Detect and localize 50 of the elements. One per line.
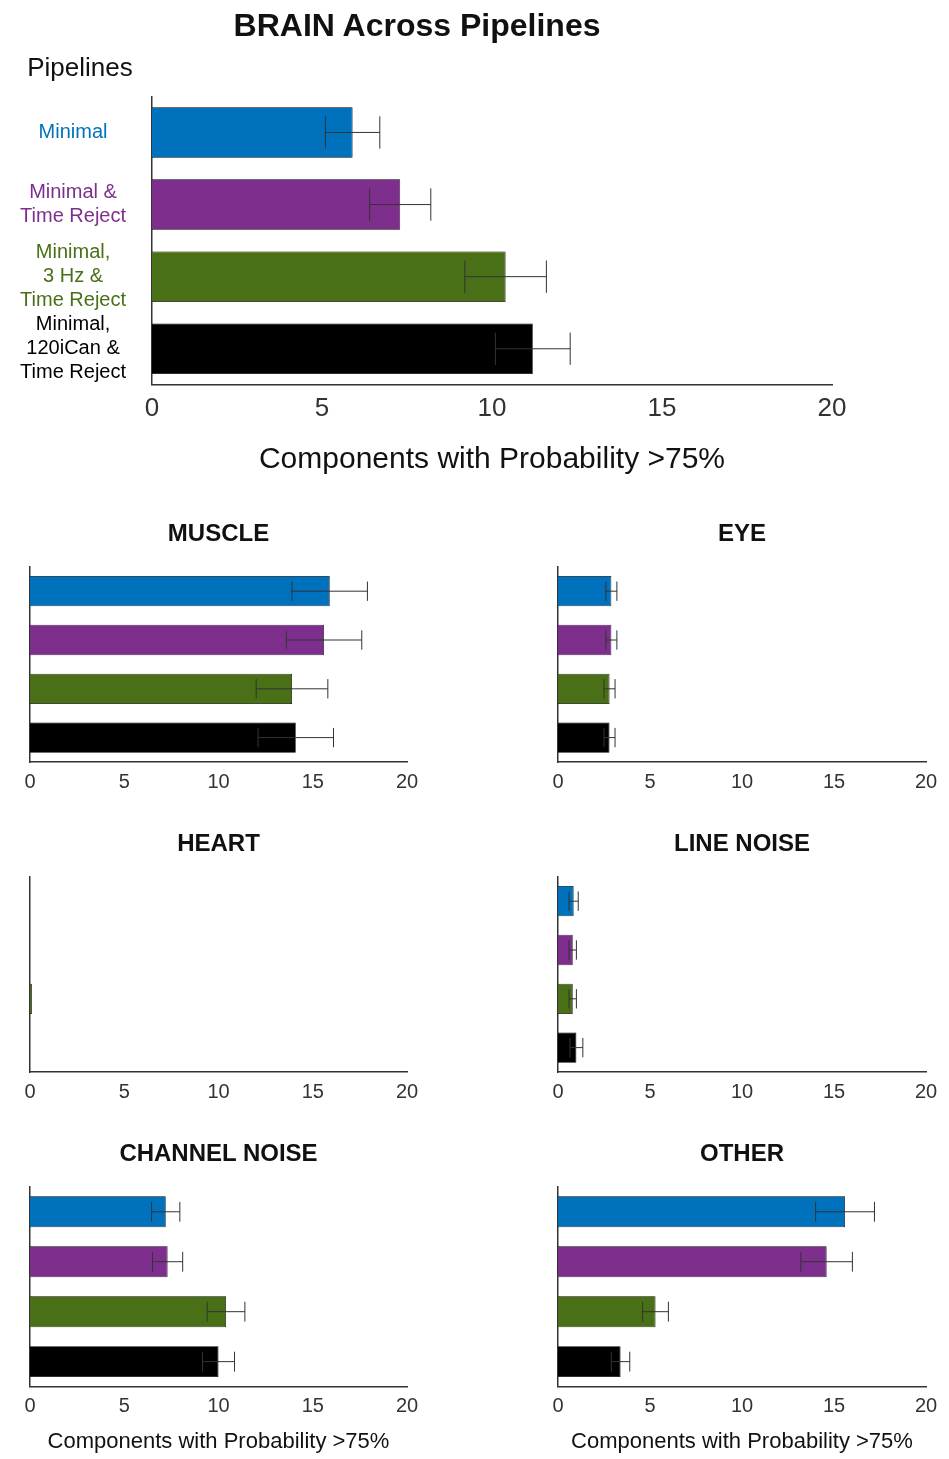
x-tick-label: 20: [817, 391, 847, 422]
x-tick-label: 10: [730, 1394, 754, 1417]
chart-title: BRAIN Across Pipelines: [233, 7, 601, 44]
x-tick-label: 15: [822, 1079, 846, 1102]
x-tick-label: 5: [644, 1079, 656, 1102]
x-tick-label: 20: [395, 1079, 419, 1102]
x-tick-label: 20: [914, 769, 938, 792]
x-tick-label: 20: [395, 769, 419, 792]
chart-title: EYE: [717, 519, 767, 547]
legend-title: Pipelines: [27, 51, 133, 82]
x-tick-label: 10: [730, 769, 754, 792]
x-tick-label: 10: [730, 1079, 754, 1102]
chart-title: MUSCLE: [167, 519, 270, 547]
y-tick-label: Minimal, 120iCan & Time Reject: [20, 312, 127, 383]
chart-title: LINE NOISE: [673, 829, 811, 857]
x-tick-label: 20: [395, 1394, 419, 1417]
x-axis-title: Components with Probability >75%: [258, 441, 726, 475]
x-tick-label: 5: [118, 1079, 130, 1102]
x-tick-label: 10: [207, 1394, 230, 1417]
x-tick-label: 5: [118, 1394, 130, 1417]
x-tick-label: 10: [207, 1079, 230, 1102]
chart-title: CHANNEL NOISE: [119, 1139, 318, 1167]
x-tick-label: 5: [644, 1394, 656, 1417]
x-tick-label: 5: [118, 769, 130, 792]
x-tick-label: 5: [644, 769, 656, 792]
y-tick-label: Minimal, 3 Hz & Time Reject: [20, 240, 127, 311]
x-tick-label: 0: [552, 769, 564, 792]
x-tick-label: 15: [822, 1394, 846, 1417]
x-tick-label: 0: [24, 1079, 36, 1102]
x-tick-label: 15: [647, 391, 677, 422]
x-tick-label: 0: [24, 769, 36, 792]
x-axis-title: Components with Probability >75%: [47, 1427, 390, 1453]
y-tick-label: Minimal & Time Reject: [20, 180, 127, 227]
chart-title: OTHER: [700, 1139, 784, 1167]
x-tick-label: 20: [914, 1394, 938, 1417]
x-tick-label: 5: [314, 391, 330, 422]
x-axis-title: Components with Probability >75%: [571, 1427, 913, 1453]
x-tick-label: 15: [301, 1079, 324, 1102]
x-tick-label: 10: [207, 769, 230, 792]
x-tick-label: 0: [144, 391, 160, 422]
x-tick-label: 0: [24, 1394, 36, 1417]
y-tick-label: Minimal: [38, 119, 108, 142]
x-tick-label: 0: [552, 1394, 564, 1417]
x-tick-label: 20: [914, 1079, 938, 1102]
x-tick-label: 15: [301, 769, 324, 792]
x-tick-label: 10: [477, 391, 507, 422]
x-tick-label: 15: [301, 1394, 324, 1417]
x-tick-label: 0: [552, 1079, 564, 1102]
chart-title: HEART: [177, 829, 261, 857]
x-tick-label: 15: [822, 769, 846, 792]
